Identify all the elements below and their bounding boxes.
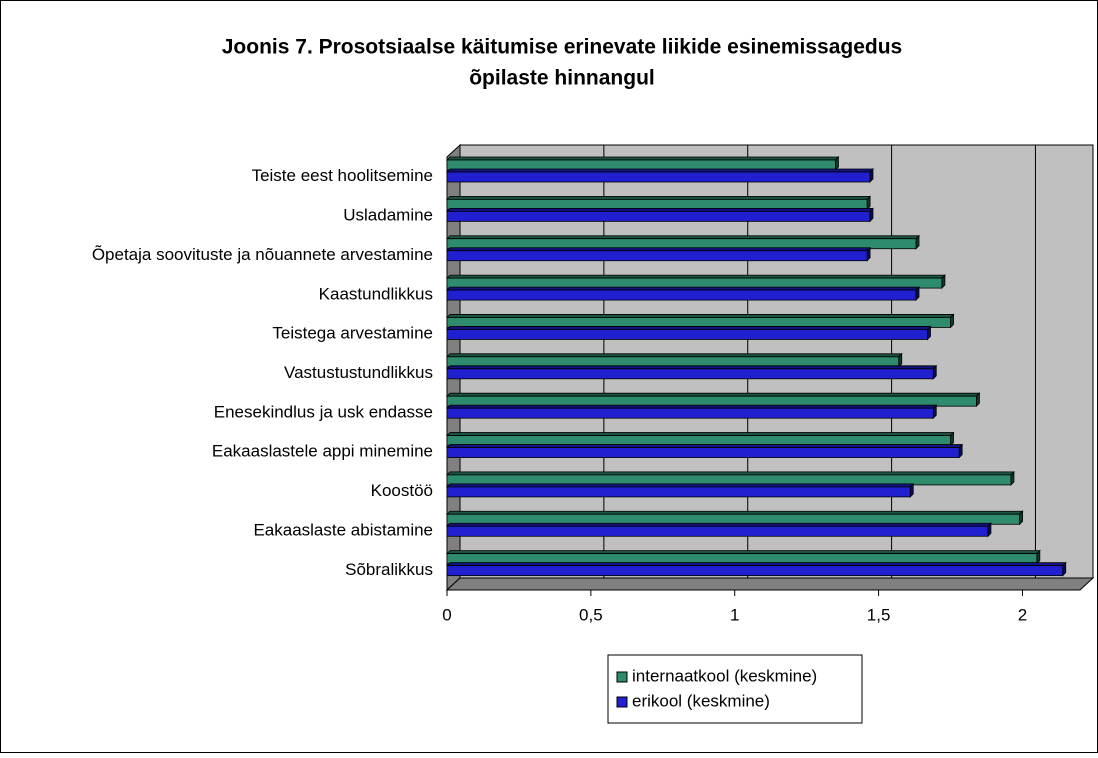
bar (446, 447, 960, 458)
bar (446, 210, 871, 222)
legend (607, 654, 863, 724)
bar-top (446, 207, 874, 212)
legend-label: internaatkool (keskmine) (632, 666, 817, 685)
bar (446, 407, 934, 419)
bar (446, 486, 911, 498)
x-tick-label: 0 (442, 605, 451, 624)
bar (446, 565, 1064, 577)
bar-top (446, 286, 920, 291)
bar-top (446, 432, 955, 436)
y-tick-label: Koostöö (371, 481, 433, 500)
bar-top (446, 510, 1024, 515)
bar (446, 395, 977, 407)
bar (446, 289, 917, 301)
chart-title: Joonis 7. Prosotsiaalse käitumise erinev… (222, 36, 902, 59)
bar (446, 171, 871, 183)
x-tick-label: 2 (1018, 605, 1027, 624)
x-tick-label: 1,5 (867, 605, 891, 624)
y-tick-label: Enesekindlus ja usk endasse (214, 402, 433, 421)
x-tick-label: 0,5 (579, 605, 603, 624)
floor (445, 577, 1095, 591)
y-tick-label: Sõbralikkus (345, 560, 433, 579)
bar (446, 368, 934, 380)
bar (446, 356, 900, 368)
x-tick-label: 1 (730, 605, 739, 624)
y-tick-label: Eakaaslaste abistamine (253, 520, 433, 539)
bar (446, 553, 1038, 565)
bar-top (446, 274, 946, 279)
y-tick-label: Kaastundlikkus (319, 284, 433, 303)
bar-top (446, 522, 992, 527)
bar (446, 525, 989, 537)
bar-top (446, 562, 1067, 567)
bar-top (446, 156, 840, 161)
bar (446, 238, 917, 250)
y-tick-label: Usladamine (343, 206, 433, 225)
y-tick-label: Eakaaslastele appi minemine (212, 442, 433, 461)
bar-top (446, 444, 964, 448)
bar (446, 513, 1020, 525)
bar (446, 198, 868, 210)
bar (446, 329, 928, 340)
bar (446, 250, 868, 262)
bar-top (446, 247, 872, 252)
bar (446, 159, 836, 171)
bar-top (446, 353, 903, 358)
legend-swatch (616, 696, 628, 708)
bar (446, 474, 1012, 486)
y-tick-label: Õpetaja soovituste ja nõuannete arvestam… (92, 245, 433, 264)
bar-top (446, 235, 920, 240)
y-tick-label: Teistega arvestamine (272, 324, 433, 343)
bar (446, 317, 951, 328)
chart-title: õpilaste hinnangul (469, 67, 655, 90)
bar (446, 435, 951, 446)
legend-swatch (616, 671, 628, 683)
bar-top (446, 392, 981, 397)
bar-top (446, 483, 915, 488)
bar-top (446, 195, 872, 200)
bar-top (446, 471, 1015, 476)
bar-top (446, 314, 955, 318)
y-tick-label: Vastustustundlikkus (284, 363, 433, 382)
bar-top (446, 404, 938, 409)
bar-top (446, 326, 932, 330)
bar-top (446, 550, 1041, 555)
bar-top (446, 365, 938, 370)
y-tick-label: Teiste eest hoolitsemine (252, 166, 433, 185)
bar-top (446, 168, 874, 173)
legend-label: erikool (keskmine) (632, 691, 770, 710)
bar (446, 277, 943, 289)
